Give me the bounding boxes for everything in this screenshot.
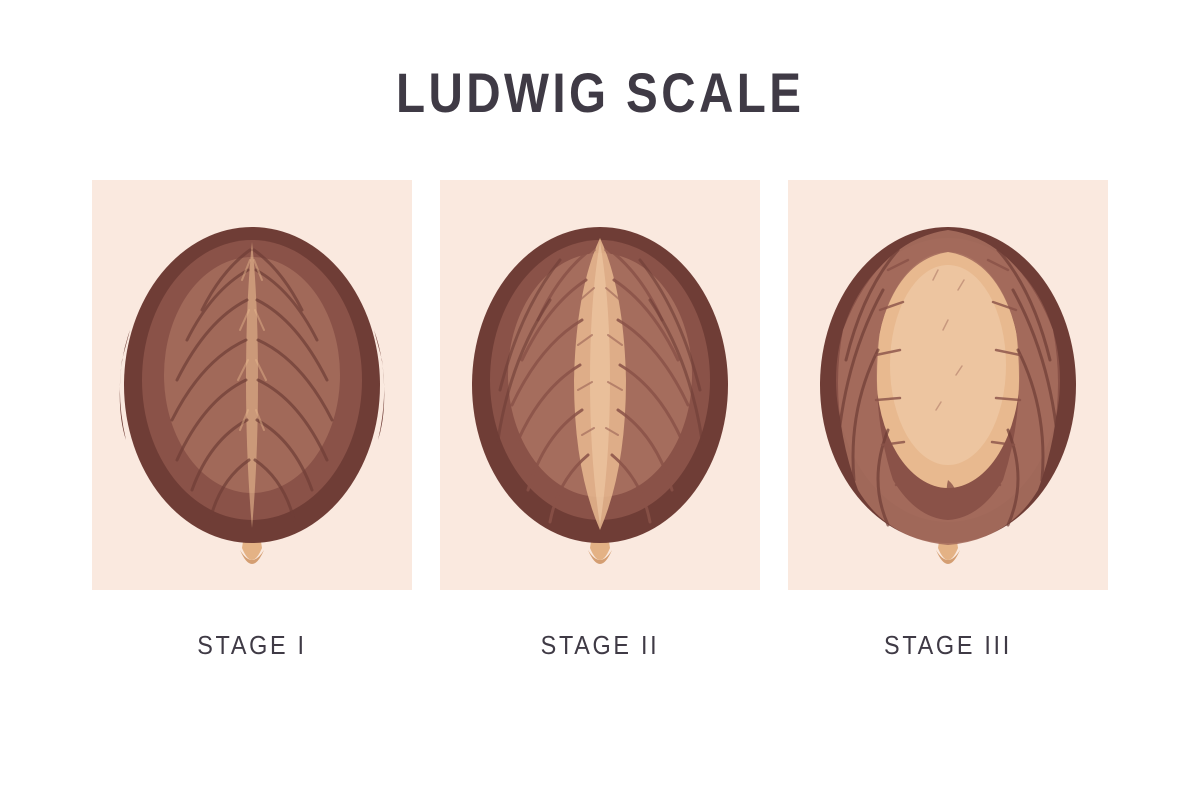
stage-panels — [92, 180, 1108, 590]
page-title: LUDWIG SCALE — [396, 60, 804, 125]
label-stage-1: STAGE I — [108, 630, 396, 661]
label-stage-3: STAGE III — [804, 630, 1092, 661]
panel-stage-2 — [440, 180, 760, 590]
panel-stage-3 — [788, 180, 1108, 590]
head-illustration-stage-3 — [788, 180, 1108, 590]
stage-labels-row: STAGE I STAGE II STAGE III — [0, 590, 1200, 661]
panel-stage-1 — [92, 180, 412, 590]
label-stage-2: STAGE II — [456, 630, 744, 661]
head-illustration-stage-2 — [440, 180, 760, 590]
head-illustration-stage-1 — [92, 180, 412, 590]
